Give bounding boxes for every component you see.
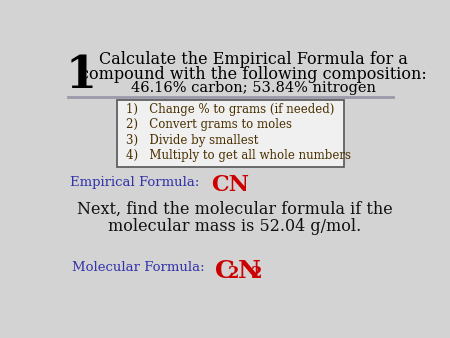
Text: 2)   Convert grams to moles: 2) Convert grams to moles [126, 118, 292, 131]
Text: Calculate the Empirical Formula for a: Calculate the Empirical Formula for a [99, 51, 408, 68]
Text: 2: 2 [228, 265, 240, 282]
Text: CN: CN [211, 174, 249, 196]
Text: N: N [238, 259, 261, 283]
Text: 4)   Multiply to get all whole numbers: 4) Multiply to get all whole numbers [126, 149, 351, 162]
Text: molecular mass is 52.04 g/mol.: molecular mass is 52.04 g/mol. [108, 218, 361, 235]
Text: 1: 1 [66, 54, 96, 97]
Text: 2: 2 [251, 265, 262, 282]
Text: 1)   Change % to grams (if needed): 1) Change % to grams (if needed) [126, 103, 334, 116]
Text: Empirical Formula:: Empirical Formula: [70, 176, 200, 189]
Text: 3)   Divide by smallest: 3) Divide by smallest [126, 134, 258, 147]
Text: 46.16% carbon; 53.84% nitrogen: 46.16% carbon; 53.84% nitrogen [131, 81, 376, 95]
Text: compound with the following composition:: compound with the following composition: [81, 66, 427, 83]
Text: Next, find the molecular formula if the: Next, find the molecular formula if the [76, 201, 392, 218]
Text: Molecular Formula:: Molecular Formula: [72, 261, 205, 274]
Text: C: C [215, 259, 235, 283]
FancyBboxPatch shape [117, 100, 344, 167]
